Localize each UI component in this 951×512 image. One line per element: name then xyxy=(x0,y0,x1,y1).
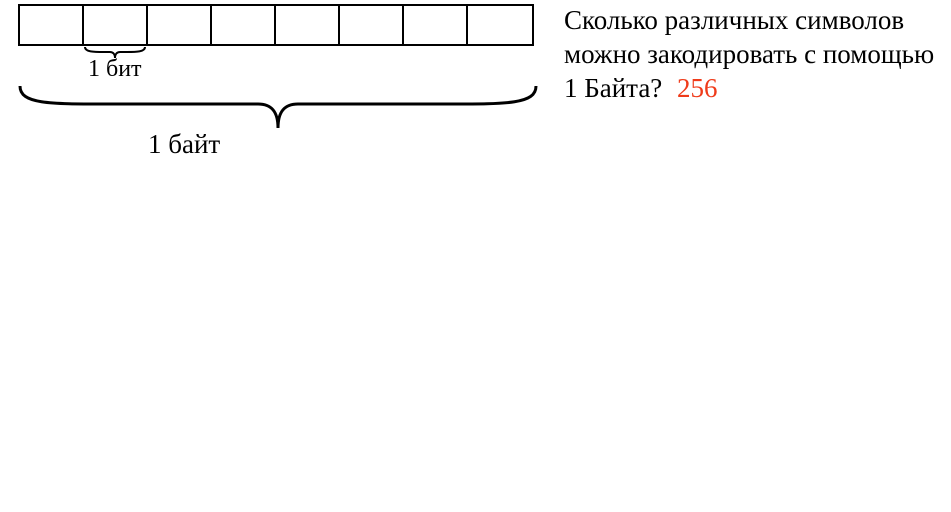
diagram-area: 1 бит 1 байт xyxy=(18,4,538,46)
bit-cell xyxy=(340,6,404,44)
byte-label: 1 байт xyxy=(148,129,220,160)
bit-cell xyxy=(404,6,468,44)
bit-cell xyxy=(84,6,148,44)
bit-cell xyxy=(276,6,340,44)
bit-label: 1 бит xyxy=(88,56,142,83)
bit-cell xyxy=(468,6,532,44)
bit-cell xyxy=(20,6,84,44)
question-area: Сколько различных символов можно закодир… xyxy=(564,4,951,105)
bit-cell xyxy=(148,6,212,44)
bit-cell xyxy=(212,6,276,44)
byte-brace xyxy=(8,84,548,130)
answer-text: 256 xyxy=(677,73,718,103)
question-text: Сколько различных символов можно закодир… xyxy=(564,5,934,103)
byte-cells-row xyxy=(18,4,534,46)
